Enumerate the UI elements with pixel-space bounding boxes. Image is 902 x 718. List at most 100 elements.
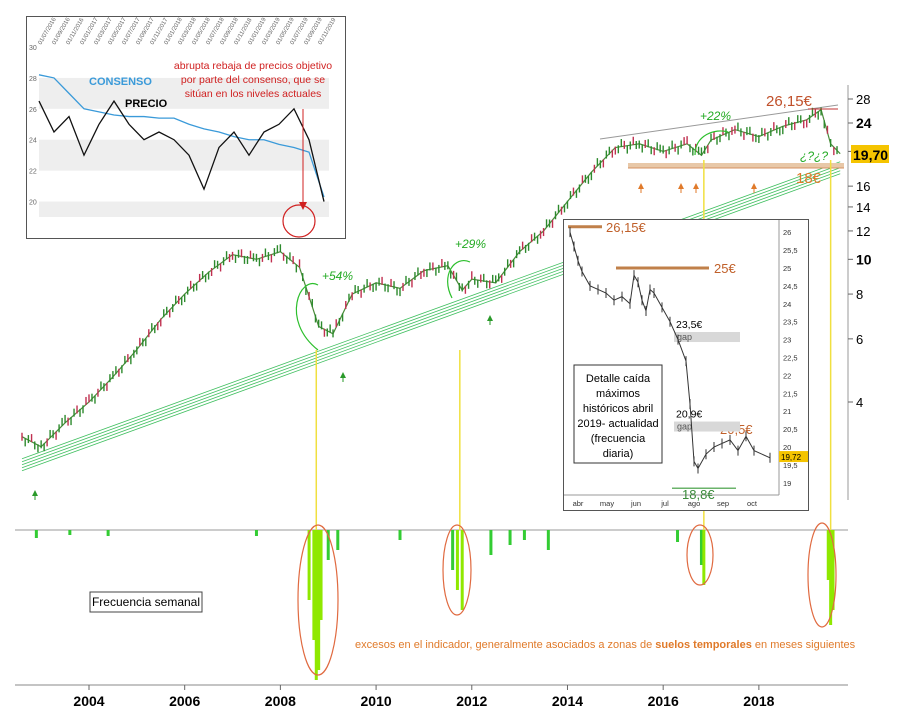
highlight-ellipse — [807, 522, 837, 628]
indicator-bar — [34, 530, 38, 538]
indicator-bar — [336, 530, 340, 550]
gain-arrow — [295, 282, 319, 351]
daily-x-label: may — [600, 499, 614, 508]
price-level-label: 26,15€ — [606, 220, 647, 235]
daily-y-label: 25,5 — [783, 246, 798, 255]
x-tick-label: 2006 — [169, 693, 200, 709]
daily-x-label: sep — [717, 499, 729, 508]
y-tick-label: 4 — [856, 395, 863, 410]
daily-y-label: 24,5 — [783, 282, 798, 291]
daily-caption-line: máximos — [596, 388, 641, 400]
indicator-bar — [398, 530, 402, 540]
indicator-bar — [522, 530, 526, 540]
daily-caption-box — [573, 364, 663, 464]
gap-label: gap — [677, 422, 692, 432]
daily-caption-line: diaria) — [603, 448, 634, 460]
daily-y-label: 19 — [783, 479, 791, 488]
percent-annotation: +54% — [322, 269, 353, 283]
indicator-bar — [489, 530, 493, 555]
daily-y-label: 23,5 — [783, 318, 798, 327]
gap-label: gap — [677, 332, 692, 342]
gap-price-label: 20,9€ — [676, 409, 702, 421]
support-label: 18€ — [796, 170, 822, 187]
y-tick-label: 16 — [856, 179, 870, 194]
x-tick-label: 2008 — [265, 693, 296, 709]
consenso-annotation: por parte del consenso, que se — [181, 74, 325, 86]
up-arrow-icon — [678, 183, 684, 193]
daily-y-label: 22 — [783, 371, 791, 380]
indicator-bar — [508, 530, 512, 545]
y-tick-label: 14 — [856, 200, 870, 215]
y-tick-label: 10 — [856, 251, 872, 267]
indicator-bar — [451, 530, 455, 570]
up-arrow-icon — [751, 183, 757, 193]
caption-bold: suelos temporales — [655, 639, 752, 651]
daily-x-label: abr — [573, 499, 584, 508]
up-arrow-icon — [340, 372, 346, 382]
highlight-ellipse — [297, 524, 339, 676]
daily-last-box — [779, 451, 808, 463]
caption-prefix: excesos en el indicador, generalmente as… — [355, 639, 655, 651]
daily-caption-line: Detalle caída — [586, 373, 651, 385]
indicator-bar — [546, 530, 550, 550]
indicator-bar — [68, 530, 72, 535]
indicator-bar — [319, 530, 323, 620]
x-tick-label: 2010 — [361, 693, 392, 709]
daily-y-label: 23 — [783, 336, 791, 345]
daily-y-label: 20,5 — [783, 425, 798, 434]
last-price-label: 19,70 — [853, 147, 888, 163]
frequency-box — [89, 591, 203, 613]
daily-y-label: 22,5 — [783, 354, 798, 363]
inset-y-label: 20 — [29, 200, 37, 207]
inset-y-label: 28 — [29, 76, 37, 83]
daily-x-label: jun — [630, 499, 641, 508]
caption-suffix: en meses siguientes — [752, 639, 856, 651]
percent-annotation: ¿?¿? — [800, 149, 828, 163]
inset-y-label: 24 — [29, 138, 37, 145]
daily-y-label: 24 — [783, 300, 791, 309]
gain-arrow — [447, 260, 471, 299]
y-tick-label: 6 — [856, 332, 863, 347]
indicator-bar — [702, 530, 706, 585]
daily-caption-line: (frecuencia — [591, 433, 646, 445]
x-tick-label: 2016 — [648, 693, 679, 709]
gain-arrow — [694, 130, 729, 156]
consenso-label: CONSENSO — [89, 76, 152, 88]
x-tick-label: 2012 — [456, 693, 487, 709]
highlight-ellipse — [282, 204, 316, 238]
daily-caption-line: históricos abril — [583, 403, 653, 415]
up-arrow-icon — [638, 183, 644, 193]
gap-box — [674, 332, 740, 343]
x-tick-label: 2018 — [743, 693, 774, 709]
inset-y-label: 30 — [29, 45, 37, 52]
daily-inset: 26 25,5 25 24,5 24 23,5 23 22,5 22 21,5 21 20,5 20 19… — [563, 219, 809, 511]
x-tick-label: 2014 — [552, 693, 583, 709]
resistance-line — [599, 104, 839, 140]
daily-y-label: 26 — [783, 228, 791, 237]
daily-last-label: 19,72 — [781, 453, 802, 462]
up-arrow-icon — [693, 183, 699, 193]
indicator-bar — [455, 530, 459, 590]
price-level-label: 25€ — [714, 261, 736, 276]
percent-annotation: +29% — [455, 237, 486, 251]
inset-y-label: 22 — [29, 169, 37, 176]
last-price-box — [851, 145, 889, 163]
inset-band — [39, 201, 329, 217]
up-arrow-icon — [32, 490, 38, 500]
indicator-bar — [826, 530, 830, 580]
indicator-bar — [699, 530, 703, 565]
daily-y-label: 21 — [783, 407, 791, 416]
main-chart: 2824201614121086420042006200820102012201… — [15, 85, 889, 709]
y-tick-label: 12 — [856, 224, 870, 239]
consenso-annotation: abrupta rebaja de precios objetivo — [174, 60, 332, 72]
price-level-label: 18,8€ — [682, 487, 715, 502]
y-tick-label: 24 — [856, 115, 872, 131]
x-tick-label: 2004 — [73, 693, 104, 709]
highlight-ellipse — [442, 524, 472, 616]
indicator-bar — [460, 530, 464, 610]
indicator-bar — [829, 530, 833, 625]
daily-y-label: 20 — [783, 443, 791, 452]
indicator-bar — [254, 530, 258, 536]
indicator-bar — [314, 530, 318, 680]
indicator-bar — [317, 530, 321, 670]
